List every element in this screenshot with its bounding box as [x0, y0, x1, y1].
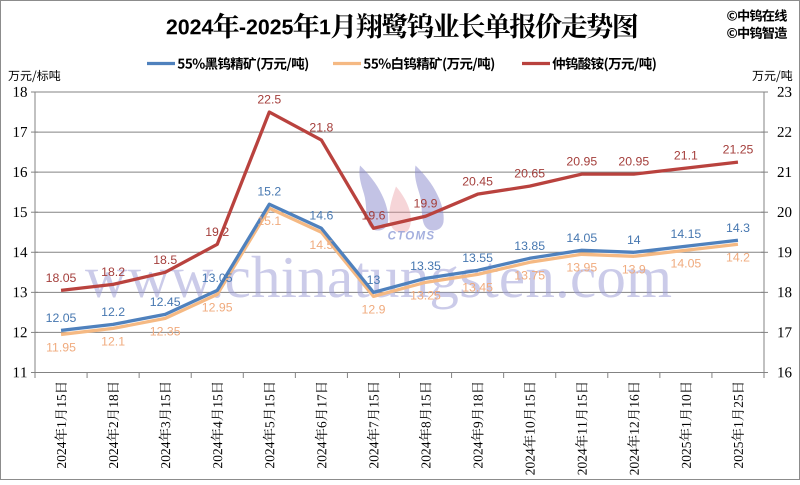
svg-text:12.05: 12.05 — [46, 311, 77, 325]
svg-text:21.8: 21.8 — [309, 121, 333, 135]
svg-text:13.95: 13.95 — [566, 260, 597, 274]
svg-text:CTOMS: CTOMS — [388, 231, 436, 243]
svg-text:20.95: 20.95 — [618, 155, 649, 169]
svg-text:13.05: 13.05 — [202, 271, 233, 285]
svg-text:19.2: 19.2 — [205, 225, 229, 239]
svg-text:19.9: 19.9 — [414, 197, 438, 211]
svg-text:22.5: 22.5 — [257, 93, 281, 107]
svg-text:13.45: 13.45 — [462, 280, 493, 294]
svg-text:14.3: 14.3 — [726, 221, 750, 235]
svg-text:21.1: 21.1 — [674, 149, 698, 163]
svg-text:14.5: 14.5 — [309, 238, 333, 252]
svg-text:15.1: 15.1 — [257, 214, 281, 228]
svg-text:13.9: 13.9 — [622, 262, 646, 276]
svg-text:14.15: 14.15 — [671, 227, 702, 241]
svg-text:13.75: 13.75 — [514, 268, 545, 282]
svg-text:12.1: 12.1 — [101, 334, 125, 348]
svg-text:12.35: 12.35 — [150, 324, 181, 338]
svg-text:11.95: 11.95 — [46, 340, 76, 354]
svg-text:13: 13 — [367, 273, 381, 287]
svg-text:14.2: 14.2 — [726, 250, 750, 264]
svg-text:19.6: 19.6 — [362, 209, 386, 223]
svg-text:13.85: 13.85 — [514, 239, 545, 253]
svg-text:12.9: 12.9 — [362, 302, 386, 316]
svg-text:13.35: 13.35 — [410, 259, 441, 273]
svg-text:12.95: 12.95 — [202, 300, 233, 314]
svg-text:18.2: 18.2 — [101, 265, 125, 279]
svg-text:14: 14 — [627, 233, 641, 247]
svg-text:21.25: 21.25 — [723, 143, 754, 157]
svg-text:14.05: 14.05 — [671, 256, 702, 270]
svg-text:15.2: 15.2 — [257, 185, 281, 199]
svg-text:13.25: 13.25 — [410, 288, 441, 302]
svg-text:18.5: 18.5 — [153, 253, 177, 267]
svg-text:20.45: 20.45 — [462, 175, 493, 189]
svg-text:14.6: 14.6 — [309, 209, 333, 223]
svg-text:20.95: 20.95 — [566, 155, 597, 169]
svg-text:14.05: 14.05 — [566, 231, 597, 245]
svg-text:12.2: 12.2 — [101, 305, 125, 319]
svg-text:18.05: 18.05 — [46, 271, 77, 285]
svg-text:12.45: 12.45 — [150, 295, 181, 309]
svg-text:13.55: 13.55 — [462, 251, 493, 265]
svg-text:20.65: 20.65 — [514, 167, 545, 181]
